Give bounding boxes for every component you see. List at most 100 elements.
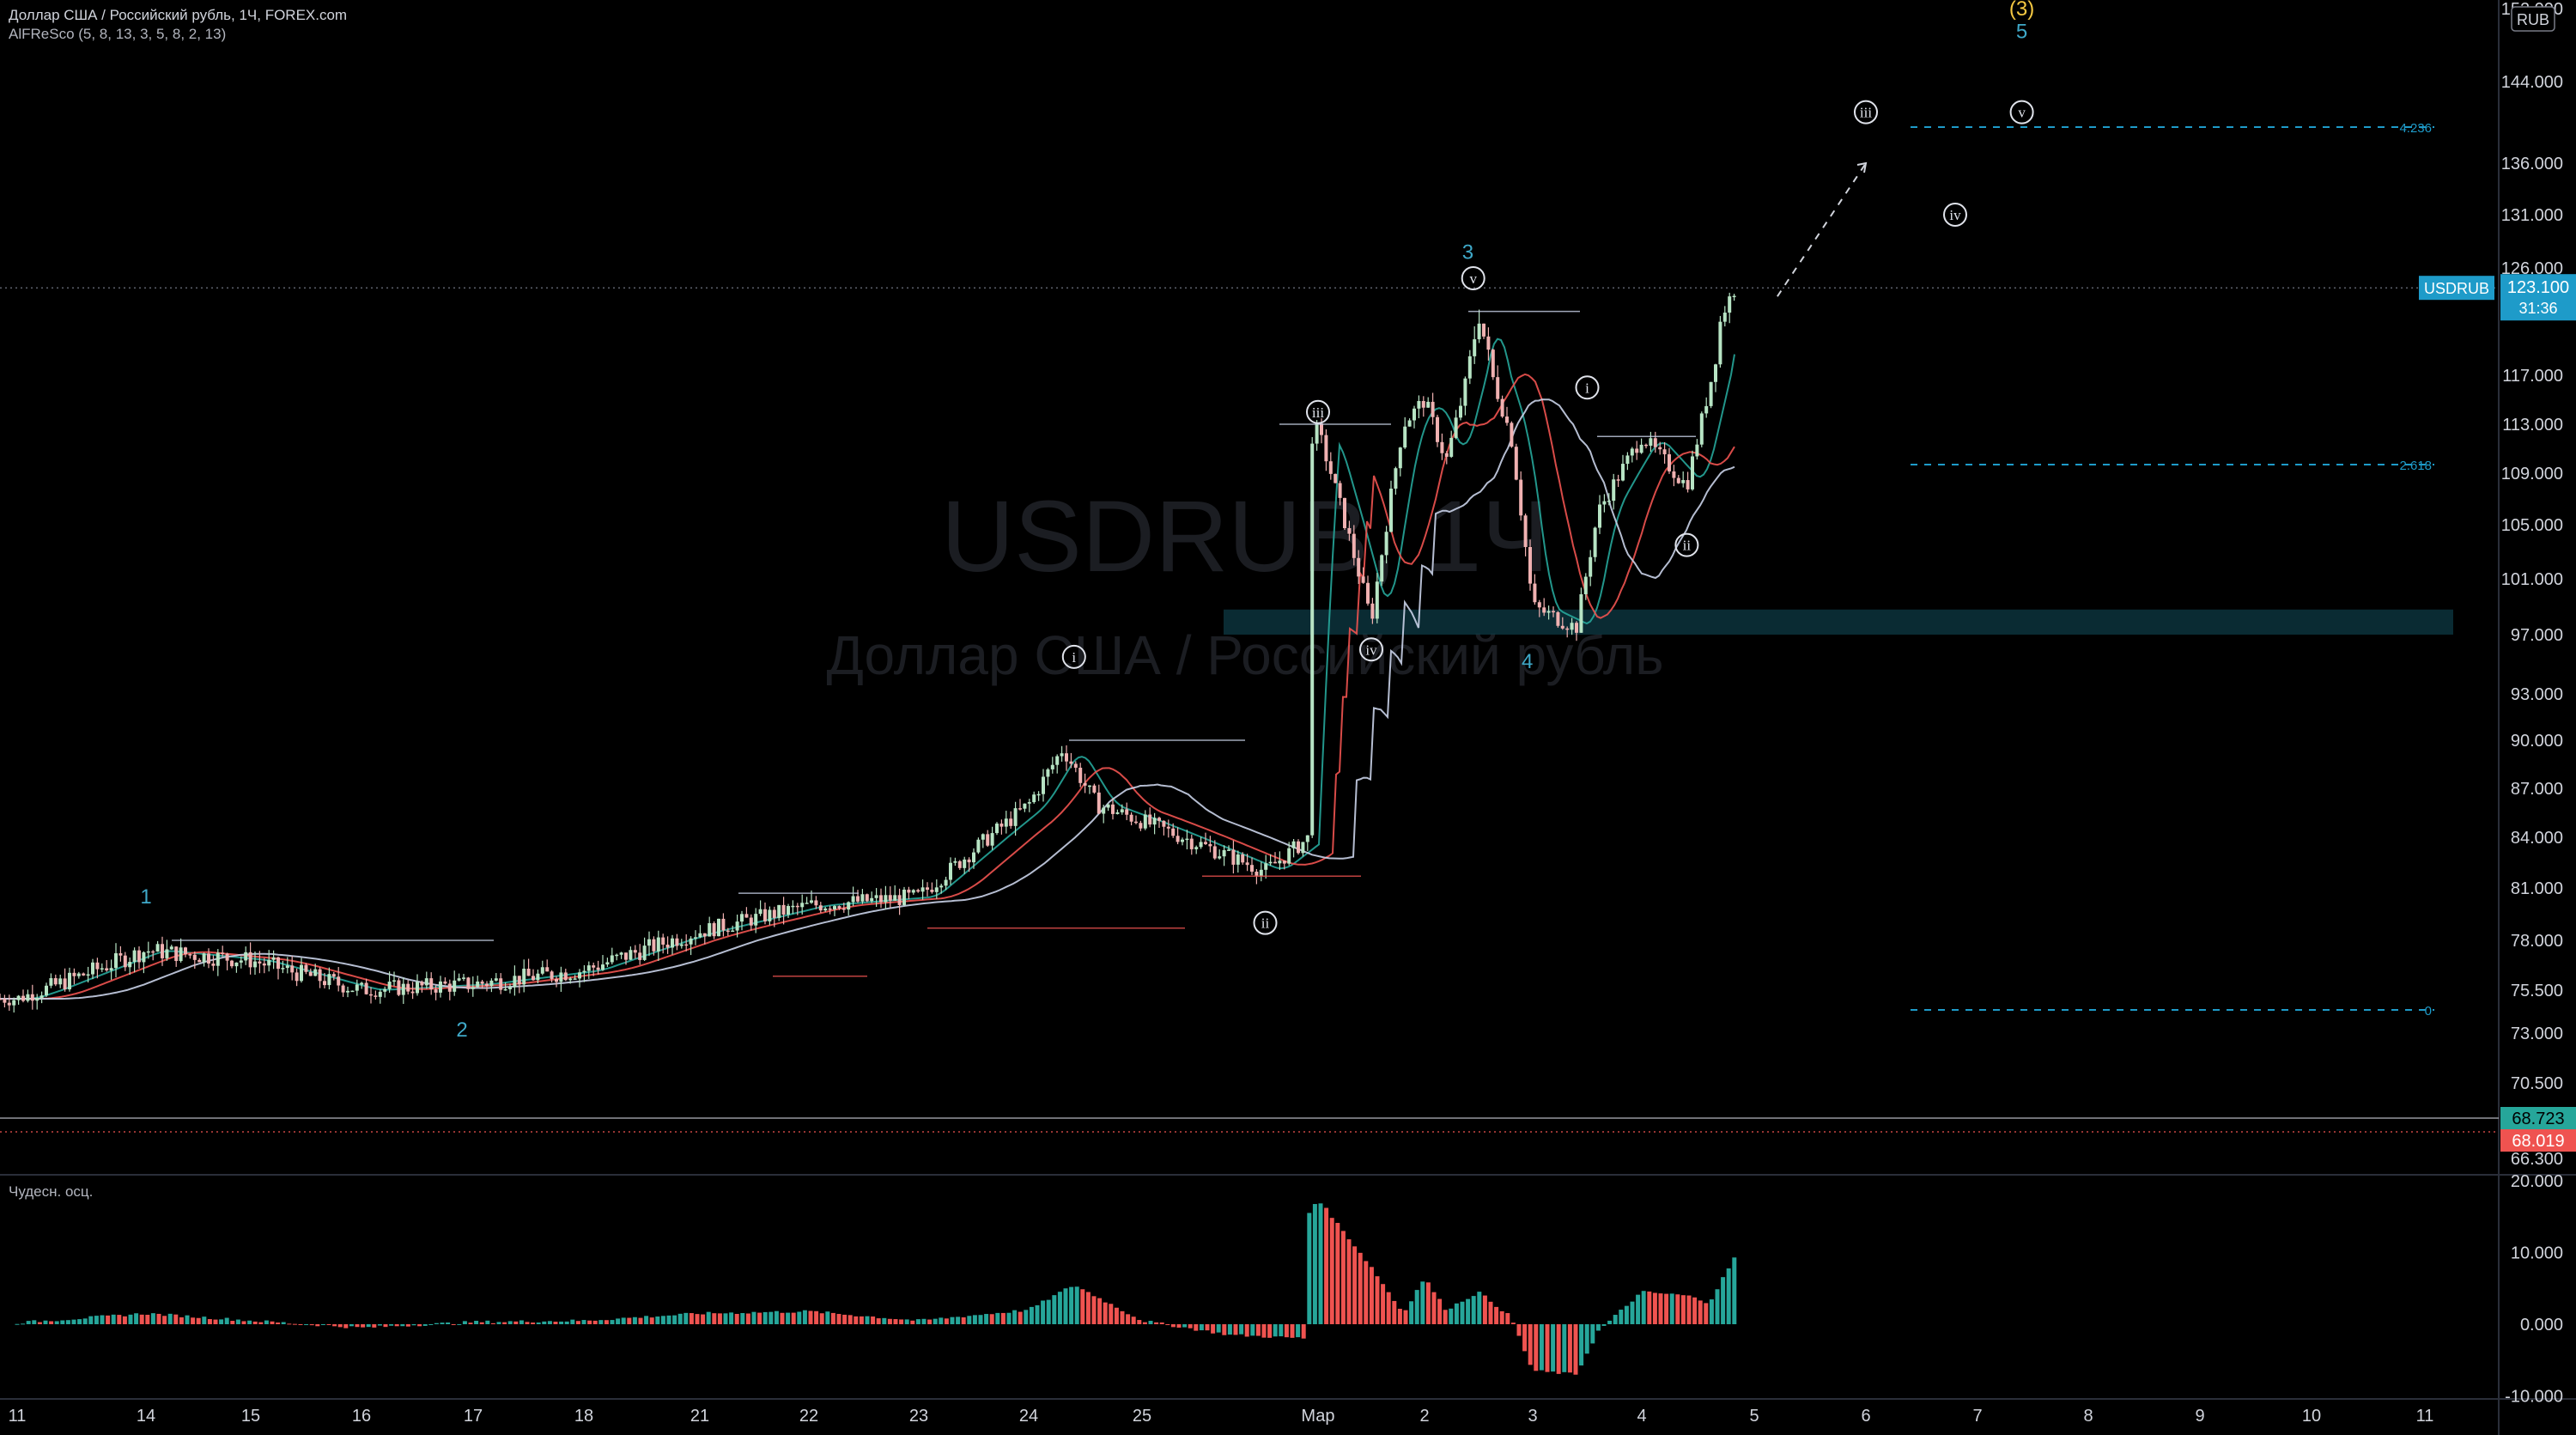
price-tick-label: 105.000 xyxy=(2501,516,2563,535)
candle-body xyxy=(1245,862,1249,866)
candle-body xyxy=(1407,420,1412,427)
candle-body xyxy=(976,839,981,853)
candle-body xyxy=(341,985,345,993)
candle-body xyxy=(1324,435,1328,462)
candle-body xyxy=(1027,802,1031,804)
candle-body xyxy=(795,905,799,908)
candle-body xyxy=(1125,809,1129,815)
candle-body xyxy=(721,918,726,931)
candle-body xyxy=(1268,861,1273,864)
candle-body xyxy=(1129,814,1133,822)
candle-body xyxy=(1477,323,1481,340)
candle-body xyxy=(865,894,869,902)
candle-body xyxy=(1500,398,1504,417)
oscillator-bar xyxy=(559,1321,564,1324)
time-tick-label: 6 xyxy=(1861,1407,1870,1426)
oscillator-bar xyxy=(1284,1324,1289,1338)
candle-body xyxy=(239,960,243,963)
wave-label: v xyxy=(1469,271,1477,287)
oscillator-bar xyxy=(276,1323,281,1324)
candle-body xyxy=(1639,444,1643,453)
candle-body xyxy=(841,908,846,910)
candle-body xyxy=(416,982,419,994)
candle-body xyxy=(874,895,878,898)
candle-body xyxy=(1625,455,1630,465)
candle-body xyxy=(1552,611,1555,613)
oscillator-bar xyxy=(82,1318,88,1324)
candle-body xyxy=(1212,846,1217,859)
oscillator-bar xyxy=(1369,1267,1374,1324)
oscillator-bar xyxy=(1244,1324,1249,1337)
candle-body xyxy=(787,905,790,915)
oscillator-bar xyxy=(1680,1295,1686,1324)
oscillator-bar xyxy=(1085,1292,1091,1324)
candle-body xyxy=(1676,477,1680,483)
candle-body xyxy=(1139,823,1143,829)
wave-label-circle xyxy=(1674,532,1699,557)
candle-body xyxy=(132,950,137,963)
candle-body xyxy=(916,890,920,892)
candles xyxy=(0,292,1736,1013)
candle-body xyxy=(1695,444,1699,457)
candle-body xyxy=(1398,447,1402,469)
candle-body xyxy=(1403,426,1407,448)
candle-body xyxy=(364,982,368,994)
candle-body xyxy=(12,1000,16,1006)
oscillator-bar xyxy=(343,1324,349,1329)
price-tick-label: 78.000 xyxy=(2511,932,2563,951)
oscillator-label: Чудесн. осц. xyxy=(9,1183,94,1200)
oscillator-bar xyxy=(899,1319,904,1324)
oscillator-bar xyxy=(1669,1293,1674,1324)
price-tag-value: 123.100 xyxy=(2507,278,2569,297)
oscillator-bar xyxy=(230,1321,235,1324)
oscillator-bar xyxy=(1165,1324,1170,1325)
oscillator-bar xyxy=(224,1317,229,1324)
oscillator-bar xyxy=(598,1320,604,1324)
indicator-legend[interactable]: AlFReSco (5, 8, 13, 3, 5, 8, 2, 13) xyxy=(9,26,227,42)
oscillator-bar xyxy=(1170,1324,1176,1328)
candle-body xyxy=(615,954,619,957)
oscillator-bar xyxy=(428,1324,434,1325)
time-tick-label: 9 xyxy=(2195,1407,2204,1426)
candle-body xyxy=(1050,764,1054,769)
wave-label: iv xyxy=(1365,641,1377,658)
oscillator-tick-label: 10.000 xyxy=(2511,1244,2563,1263)
oscillator-bar xyxy=(150,1313,155,1324)
oscillator-bar xyxy=(762,1311,768,1324)
oscillator-bar xyxy=(610,1320,615,1324)
wave-label: iii xyxy=(1312,404,1324,421)
candle-body xyxy=(295,972,299,982)
oscillator-bar xyxy=(740,1313,745,1324)
price-tick-label: 90.000 xyxy=(2511,732,2563,751)
candle-body xyxy=(1575,623,1578,633)
candle-body xyxy=(253,961,257,968)
oscillator-bar xyxy=(1471,1296,1476,1324)
oscillator-bar xyxy=(1239,1324,1244,1335)
candle-body xyxy=(466,977,471,989)
candle-body xyxy=(828,908,832,910)
candle-body xyxy=(424,978,428,986)
low-price-tag-value: 68.019 xyxy=(2512,1132,2564,1151)
oscillator-bar xyxy=(1624,1305,1629,1324)
candle-body xyxy=(1463,378,1467,406)
oscillator-bar xyxy=(1296,1324,1301,1338)
wave-label: 5 xyxy=(2016,21,2027,44)
candle-body xyxy=(91,962,94,975)
candle-body xyxy=(169,946,173,950)
candle-body xyxy=(1602,501,1607,505)
oscillator-bar xyxy=(1018,1311,1023,1324)
candle-body xyxy=(999,824,1004,827)
oscillator-bar xyxy=(1205,1324,1210,1331)
oscillator-bar xyxy=(995,1312,1000,1324)
oscillator-bar xyxy=(247,1320,252,1324)
oscillator-bar xyxy=(887,1318,892,1324)
candle-body xyxy=(494,978,498,981)
oscillator-tick-label: 20.000 xyxy=(2511,1172,2563,1191)
oscillator-bar xyxy=(1431,1292,1437,1324)
oscillator-bar xyxy=(361,1324,366,1328)
wave-label-circle xyxy=(1854,100,1878,125)
candle-body xyxy=(1042,776,1045,794)
low-price-tag xyxy=(2500,1107,2576,1129)
oscillator-bar xyxy=(1346,1239,1352,1324)
